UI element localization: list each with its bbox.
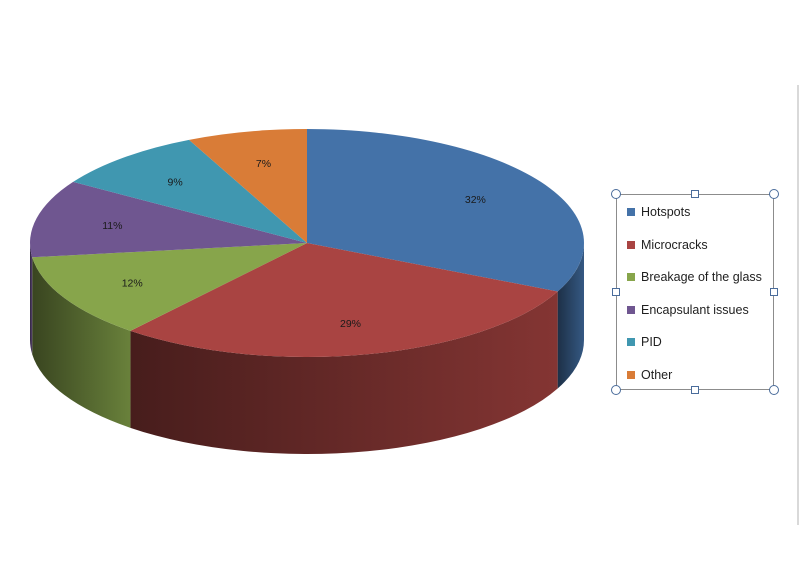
legend-resize-handle-bottom[interactable] xyxy=(691,386,699,394)
legend-swatch-breakage-of-the-glass xyxy=(627,273,635,281)
legend-label-hotspots: Hotspots xyxy=(641,205,691,219)
pie-side-hotspots xyxy=(557,243,584,389)
pie-slice-encapsulant-issues[interactable] xyxy=(29,181,307,258)
legend-item-breakage-of-the-glass[interactable]: Breakage of the glass xyxy=(627,269,762,285)
data-label-encapsulant-issues: 11% xyxy=(102,220,122,232)
pie-slice-microcracks[interactable] xyxy=(130,243,558,357)
pie-slice-hotspots[interactable] xyxy=(307,129,584,292)
legend-resize-handle-top-right[interactable] xyxy=(769,189,779,199)
legend-resize-handle-top[interactable] xyxy=(691,190,699,198)
legend-resize-handle-bottom-left[interactable] xyxy=(611,385,621,395)
legend-item-encapsulant-issues[interactable]: Encapsulant issues xyxy=(627,302,749,318)
chart-legend[interactable]: Hotspots Microcracks Breakage of the glass… xyxy=(616,194,774,390)
legend-label-microcracks: Microcracks xyxy=(641,237,708,252)
pie-slice-other[interactable] xyxy=(189,129,307,243)
data-label-breakage-of-the-glass: 12% xyxy=(122,278,143,290)
legend-swatch-microcracks xyxy=(627,240,635,249)
pie-side-microcracks xyxy=(130,291,558,455)
data-label-microcracks: 29% xyxy=(340,318,361,330)
legend-item-microcracks[interactable]: Microcracks xyxy=(627,237,708,253)
pie-side-breakage-of-the-glass xyxy=(32,257,131,428)
legend-resize-handle-left[interactable] xyxy=(612,288,620,296)
legend-label-pid: PID xyxy=(641,335,662,349)
pie-slice-breakage-of-the-glass[interactable] xyxy=(32,243,307,331)
legend-item-pid[interactable]: PID xyxy=(627,334,662,350)
data-label-pid: 9% xyxy=(168,176,183,188)
legend-resize-handle-bottom-right[interactable] xyxy=(769,385,779,395)
window-edge-divider xyxy=(797,85,799,525)
legend-swatch-other xyxy=(627,370,635,379)
legend-label-breakage-of-the-glass: Breakage of the glass xyxy=(641,270,762,284)
legend-resize-handle-right[interactable] xyxy=(770,288,778,296)
legend-label-other: Other xyxy=(641,367,673,382)
legend-swatch-encapsulant-issues xyxy=(627,305,635,314)
legend-label-encapsulant-issues: Encapsulant issues xyxy=(641,302,749,317)
data-label-other: 7% xyxy=(256,158,271,170)
legend-item-hotspots[interactable]: Hotspots xyxy=(627,204,690,220)
legend-swatch-pid xyxy=(627,338,635,346)
pie-side-encapsulant-issues xyxy=(30,243,33,355)
legend-item-other[interactable]: Other xyxy=(627,367,672,383)
data-label-hotspots: 32% xyxy=(465,194,486,206)
legend-resize-handle-top-left[interactable] xyxy=(611,189,621,199)
legend-swatch-hotspots xyxy=(627,208,635,216)
pie-slice-pid[interactable] xyxy=(73,139,308,243)
